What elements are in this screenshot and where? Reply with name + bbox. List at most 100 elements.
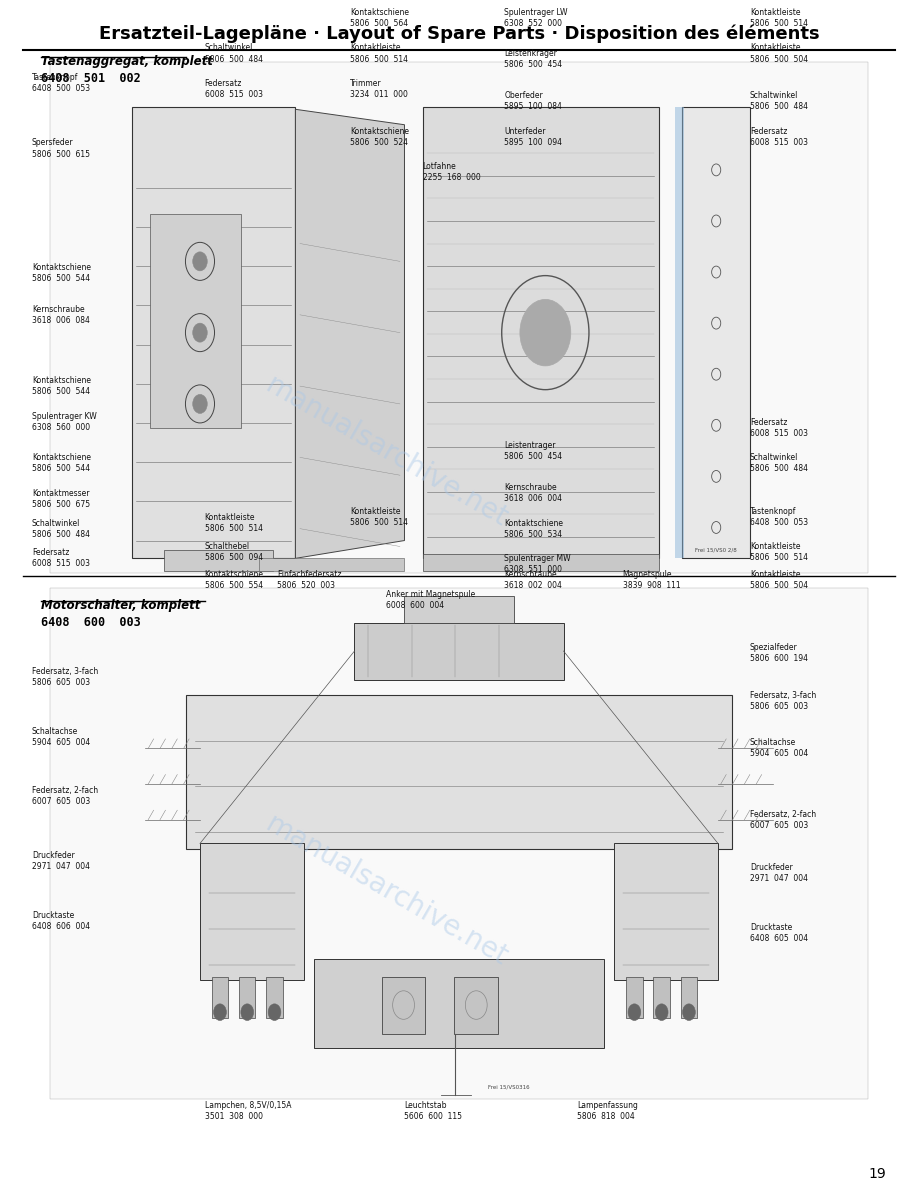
Text: Kontaktschiene
5806  500  564: Kontaktschiene 5806 500 564 [350,8,409,27]
Text: Kontaktschiene
5806  500  534: Kontaktschiene 5806 500 534 [505,519,564,538]
Bar [239,977,255,1018]
Circle shape [241,1004,253,1020]
Text: Federsatz
6008  515  003: Federsatz 6008 515 003 [750,418,808,437]
Text: Unterfeder
5895  100  094: Unterfeder 5895 100 094 [505,127,563,146]
Text: Kontaktleiste
5806  500  514: Kontaktleiste 5806 500 514 [750,8,808,27]
Text: 6408  600  003: 6408 600 003 [41,617,140,628]
Text: manualsarchive.net: manualsarchive.net [261,371,512,532]
Text: Frei 15/VS0316: Frei 15/VS0316 [488,1085,530,1089]
Text: 19: 19 [868,1167,886,1181]
Text: Spulentrager MW
6308  551  000: Spulentrager MW 6308 551 000 [505,555,571,574]
Text: Kontaktschiene
5806  500  524: Kontaktschiene 5806 500 524 [350,127,409,146]
Text: Federsatz
6008  515  003: Federsatz 6008 515 003 [205,80,263,99]
Text: Schaltwinkel
5806  500  484: Schaltwinkel 5806 500 484 [750,454,808,473]
Bar [132,107,296,558]
Text: Kontaktleiste
5806  500  514: Kontaktleiste 5806 500 514 [750,543,808,562]
Text: Kontaktleiste
5806  500  504: Kontaktleiste 5806 500 504 [750,44,808,63]
Bar [314,959,604,1048]
Text: Kontaktschiene
5806  500  544: Kontaktschiene 5806 500 544 [32,264,91,283]
Text: Spezialfeder
5806  600  194: Spezialfeder 5806 600 194 [750,644,808,663]
Text: Magnetspule
3839  908  111: Magnetspule 3839 908 111 [622,570,680,589]
Circle shape [683,1004,695,1020]
Text: Kontaktschiene
5806  500  544: Kontaktschiene 5806 500 544 [32,454,91,473]
Bar [405,596,513,623]
Circle shape [628,1004,641,1020]
Text: Drucktaste
6408  605  004: Drucktaste 6408 605 004 [750,923,808,942]
Bar [186,695,732,849]
Bar [150,214,241,428]
Text: Lotfahne
2255  168  000: Lotfahne 2255 168 000 [422,163,480,182]
Text: Spulentrager LW
6308  552  000: Spulentrager LW 6308 552 000 [505,8,568,27]
Bar [422,107,659,558]
Bar [681,977,697,1018]
Text: Schaltwinkel
5806  500  484: Schaltwinkel 5806 500 484 [205,44,263,63]
Text: Leistenkrager
5806  500  454: Leistenkrager 5806 500 454 [505,50,563,69]
Circle shape [520,299,571,366]
Text: Schaltwinkel
5806  500  484: Schaltwinkel 5806 500 484 [750,91,808,110]
Circle shape [193,323,207,342]
Text: Oberfeder
5895  100  084: Oberfeder 5895 100 084 [505,91,563,110]
Text: Spulentrager KW
6308  560  000: Spulentrager KW 6308 560 000 [32,412,96,431]
Text: Lampchen, 8,5V/0,15A
3501  308  000: Lampchen, 8,5V/0,15A 3501 308 000 [205,1101,291,1120]
Bar [676,107,685,558]
Text: Frei 15/VS0 2/8: Frei 15/VS0 2/8 [695,548,737,552]
Bar [613,843,718,980]
Text: Federsatz, 3-fach
5806  605  003: Federsatz, 3-fach 5806 605 003 [32,668,98,687]
Text: Kernschraube
3618  002  004: Kernschraube 3618 002 004 [505,570,563,589]
Bar [422,554,659,571]
Bar [163,550,273,571]
Text: Schaltachse
5904  605  004: Schaltachse 5904 605 004 [32,727,90,746]
Circle shape [655,1004,668,1020]
Text: Kernschraube
3618  006  004: Kernschraube 3618 006 004 [505,484,563,503]
Text: Drucktaste
6408  606  004: Drucktaste 6408 606 004 [32,911,90,930]
Circle shape [193,252,207,271]
Text: Federsatz, 3-fach
5806  605  003: Federsatz, 3-fach 5806 605 003 [750,691,816,710]
Text: Federsatz, 2-fach
6007  605  003: Federsatz, 2-fach 6007 605 003 [750,810,816,829]
Text: Schalthebel
5806  500  094: Schalthebel 5806 500 094 [205,543,263,562]
Text: Lampenfassung
5806  818  004: Lampenfassung 5806 818 004 [577,1101,638,1120]
Text: Kontaktleiste
5806  500  514: Kontaktleiste 5806 500 514 [350,507,408,526]
Bar [200,843,305,980]
Circle shape [193,394,207,413]
Text: Kontaktleiste
5806  500  514: Kontaktleiste 5806 500 514 [205,513,263,532]
Bar [682,107,750,558]
Bar [382,977,425,1034]
Text: Federsatz
6008  515  003: Federsatz 6008 515 003 [32,549,90,568]
Bar [354,623,564,680]
Text: Spersfeder
5806  500  615: Spersfeder 5806 500 615 [32,139,90,158]
Text: Schaltwinkel
5806  500  484: Schaltwinkel 5806 500 484 [32,519,90,538]
Text: Tastenknopf
6408  500  053: Tastenknopf 6408 500 053 [32,74,90,93]
Text: Tastenaggregat, komplett: Tastenaggregat, komplett [41,56,213,68]
Text: Motorschalter, komplett: Motorschalter, komplett [41,600,200,612]
Text: Trimmer
3234  011  000: Trimmer 3234 011 000 [350,80,408,99]
Text: Einfachfedersatz
5806  520  003: Einfachfedersatz 5806 520 003 [277,570,341,589]
Text: Kontaktleiste
5806  500  514: Kontaktleiste 5806 500 514 [350,44,408,63]
Text: Kontaktleiste
5806  500  504: Kontaktleiste 5806 500 504 [750,570,808,589]
Bar [454,977,498,1034]
Bar [50,62,868,573]
Text: Tastenknopf
6408  500  053: Tastenknopf 6408 500 053 [750,507,808,526]
Circle shape [268,1004,281,1020]
Text: Anker mit Magnetspule
6008  600  004: Anker mit Magnetspule 6008 600 004 [386,590,476,609]
Text: Kontaktmesser
5806  500  675: Kontaktmesser 5806 500 675 [32,489,90,508]
Text: Leuchtstab
5606  600  115: Leuchtstab 5606 600 115 [405,1101,463,1120]
Text: Kontaktschiene
5806  500  554: Kontaktschiene 5806 500 554 [205,570,263,589]
Bar [50,588,868,1099]
Text: Kernschraube
3618  006  084: Kernschraube 3618 006 084 [32,305,90,324]
Text: Federsatz, 2-fach
6007  605  003: Federsatz, 2-fach 6007 605 003 [32,786,98,805]
Text: Druckfeder
2971  047  004: Druckfeder 2971 047 004 [750,864,808,883]
Text: manualsarchive.net: manualsarchive.net [261,810,512,972]
Text: Druckfeder
2971  047  004: Druckfeder 2971 047 004 [32,852,90,871]
Text: Leistentrager
5806  500  454: Leistentrager 5806 500 454 [505,442,563,461]
Circle shape [214,1004,227,1020]
Text: Federsatz
6008  515  003: Federsatz 6008 515 003 [750,127,808,146]
Polygon shape [259,558,405,571]
Text: 6408  501  002: 6408 501 002 [41,72,140,84]
Bar [626,977,643,1018]
Bar [212,977,229,1018]
Text: Ersatzteil-Lagepläne · Layout of Spare Parts · Disposition des éléments: Ersatzteil-Lagepläne · Layout of Spare P… [99,24,819,43]
Text: Kontaktschiene
5806  500  544: Kontaktschiene 5806 500 544 [32,377,91,396]
Text: Schaltachse
5904  605  004: Schaltachse 5904 605 004 [750,739,808,758]
Polygon shape [296,109,405,558]
Bar [654,977,670,1018]
